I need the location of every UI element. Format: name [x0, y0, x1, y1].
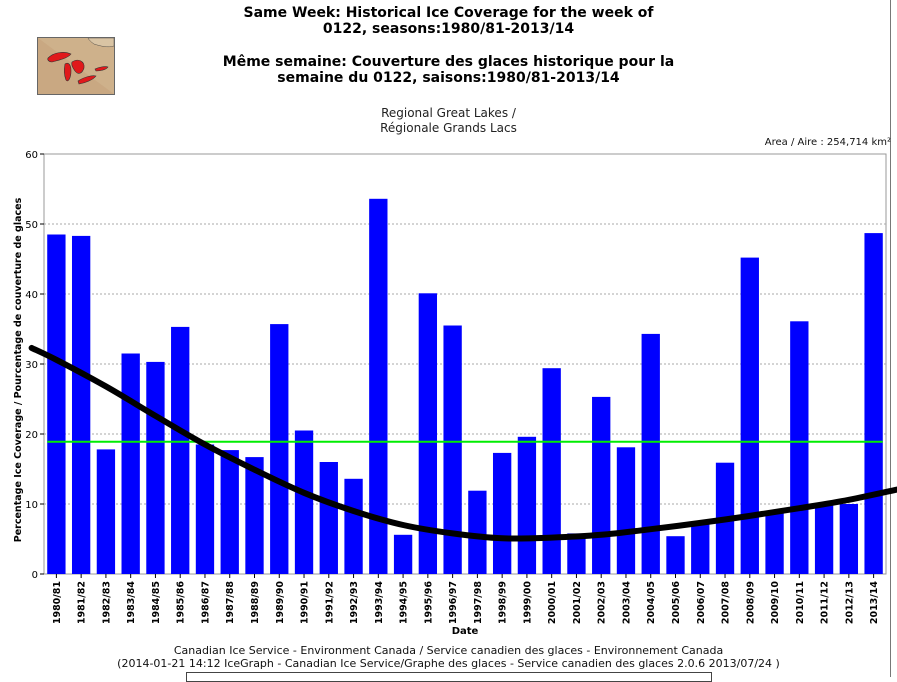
y-tick-label: 60 [25, 150, 38, 161]
bar [542, 368, 561, 574]
bar [666, 536, 685, 574]
x-tick-label: 2005/06 [671, 581, 682, 625]
bar [294, 430, 314, 574]
x-tick-label: 1994/95 [399, 581, 410, 624]
bar [418, 293, 438, 574]
x-tick-label: 2000/01 [547, 581, 558, 624]
bar [641, 333, 660, 574]
x-tick-label: 2008/09 [745, 581, 756, 624]
x-tick-label: 1982/83 [101, 581, 112, 624]
x-tick-label: 2010/11 [795, 581, 806, 624]
x-tick-label: 1999/00 [522, 581, 533, 625]
chart-title-en-line2: 0122, seasons:1980/81-2013/14 [322, 21, 575, 37]
chart-title-fr-line1: Même semaine: Couverture des glaces hist… [222, 54, 675, 70]
x-tick-label: 1996/97 [448, 581, 459, 624]
bar-series [47, 198, 883, 575]
bar [864, 233, 883, 574]
bar [765, 511, 784, 574]
bar [344, 478, 363, 574]
bar [393, 534, 413, 574]
bar [839, 504, 859, 574]
x-tick-label: 2002/03 [597, 581, 608, 624]
area-label: Area / Aire : 254,714 km² [764, 137, 891, 148]
grid-lines [43, 153, 887, 575]
x-tick-label: 1991/92 [324, 581, 335, 624]
y-tick-label: 30 [25, 360, 38, 371]
footer-credit: Canadian Ice Service - Environment Canad… [173, 644, 724, 657]
bar [517, 436, 537, 574]
bar [47, 234, 66, 574]
bar [740, 257, 759, 574]
bar [567, 533, 586, 574]
bar [195, 444, 215, 574]
bar [468, 490, 487, 574]
x-tick-label: 2013/14 [869, 581, 880, 625]
bar [171, 326, 190, 574]
bar [616, 447, 636, 574]
x-tick-label: 2006/07 [696, 581, 707, 624]
bar [691, 521, 710, 574]
x-tick-label: 2004/05 [646, 581, 657, 624]
y-tick-label: 10 [25, 500, 38, 511]
x-tick-label: 1989/90 [275, 581, 286, 625]
axes [40, 153, 875, 578]
x-tick-label: 1983/84 [126, 581, 137, 625]
x-tick-label: 1987/88 [225, 581, 236, 625]
x-tick-label: 1981/82 [77, 581, 88, 624]
x-tick-label: 1986/87 [200, 581, 211, 624]
x-tick-label: 2011/12 [820, 581, 831, 624]
bar [443, 325, 462, 574]
y-tick-label: 20 [25, 430, 38, 441]
great-lakes-map-graphic [38, 38, 114, 94]
x-tick-label: 1980/81 [52, 581, 63, 624]
y-tick-label: 0 [32, 570, 38, 581]
x-axis-title: Date [452, 626, 479, 637]
x-tick-label: 1997/98 [473, 581, 484, 625]
x-tick-label: 2001/02 [572, 581, 583, 624]
region-label-fr: Régionale Grands Lacs [380, 121, 517, 135]
bar [270, 324, 289, 574]
trend-line-group [28, 344, 897, 542]
great-lakes-map-icon [37, 37, 115, 95]
bar [319, 462, 338, 574]
chart-title-en-line1: Same Week: Historical Ice Coverage for t… [243, 5, 654, 21]
x-tick-label: 1998/99 [498, 581, 509, 624]
x-tick-label: 2007/08 [721, 581, 732, 625]
bar [592, 396, 611, 574]
bar [96, 449, 116, 574]
bar [790, 321, 809, 574]
x-tick-label: 2003/04 [621, 581, 632, 625]
bar [369, 198, 388, 575]
trend-line [28, 344, 897, 542]
bar [245, 457, 264, 574]
x-tick-label: 2009/10 [770, 581, 781, 625]
bar [71, 235, 91, 574]
bar [492, 452, 512, 574]
y-axis-title: Percentage Ice Coverage / Pourcentage de… [13, 197, 24, 542]
y-tick-label: 50 [25, 220, 38, 231]
bar [121, 353, 140, 574]
x-tick-label: 2012/13 [844, 581, 855, 624]
x-tick-label: 1984/85 [151, 581, 162, 624]
x-tick-label: 1995/96 [423, 581, 434, 625]
region-label-en: Regional Great Lakes / [381, 106, 516, 120]
footer-generator: (2014-01-21 14:12 IceGraph - Canadian Ic… [117, 657, 780, 670]
frame-border [890, 0, 891, 677]
y-tick-label: 40 [25, 290, 38, 301]
x-tick-label: 1992/93 [349, 581, 360, 624]
x-tick-label: 1985/86 [176, 581, 187, 625]
chart-title-fr-line2: semaine du 0122, saisons:1980/81-2013/14 [277, 70, 620, 86]
x-tick-label: 1993/94 [374, 581, 385, 625]
bar [220, 450, 239, 574]
tick-labels: 0 10 20 30 40 50 60 1980/81 1981/82 1982/83 1983/8… [13, 150, 880, 637]
bar [146, 361, 165, 574]
x-tick-label: 1988/89 [250, 581, 261, 624]
x-tick-label: 1990/91 [300, 581, 311, 624]
footer-legend-box [186, 672, 712, 682]
bar [814, 505, 834, 574]
